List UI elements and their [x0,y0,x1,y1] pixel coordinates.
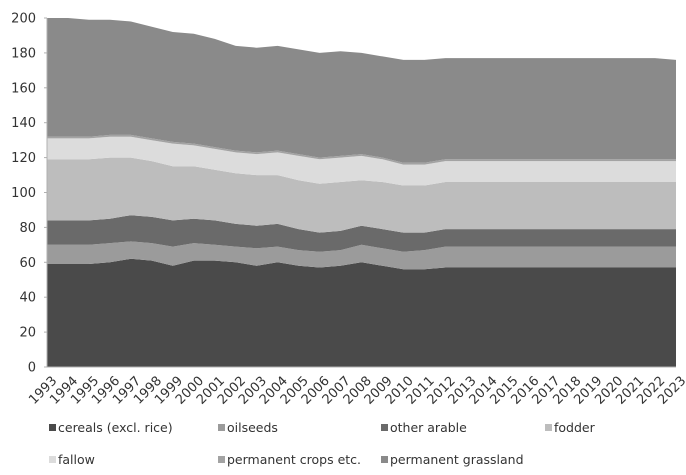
area-series-3 [47,157,676,233]
y-tick-label: 200 [11,12,36,27]
y-tick-label: 40 [19,291,36,306]
y-tick-label: 140 [11,116,36,131]
legend-swatch [49,424,56,431]
y-tick-label: 0 [28,361,36,376]
area-series-2 [47,215,676,252]
y-tick-label: 120 [11,151,36,166]
legend-label: permanent grassland [390,452,524,467]
legend-swatch [218,456,225,463]
area-series-4 [47,136,676,186]
legend: cereals (excl. rice) oilseeds other arable… [49,420,596,467]
x-tick-labels: 1993199419951996199719981999200020012002… [26,374,686,408]
legend-label: fallow [58,452,95,467]
y-tick-label: 100 [11,186,36,201]
area-series-0 [47,258,676,367]
y-tick-label: 180 [11,46,36,61]
y-tick-label: 80 [19,221,36,236]
legend-label: other arable [390,420,467,435]
legend-swatch [49,456,56,463]
y-tick-label: 20 [19,326,36,341]
legend-label: permanent crops etc. [227,452,361,467]
legend-swatch [381,424,388,431]
legend-swatch [381,456,388,463]
y-tick-label: 160 [11,81,36,96]
areas-layer [47,18,676,367]
legend-label: fodder [554,420,596,435]
legend-swatch [545,424,552,431]
legend-label: cereals (excl. rice) [58,420,173,435]
y-tick-labels: 0 20 40 60 80 100 120 140 160 180 200 [11,12,47,376]
legend-swatch [218,424,225,431]
area-series-6 [47,18,676,163]
legend-label: oilseeds [227,420,278,435]
y-tick-label: 60 [19,256,36,271]
area-series-1 [47,241,676,270]
